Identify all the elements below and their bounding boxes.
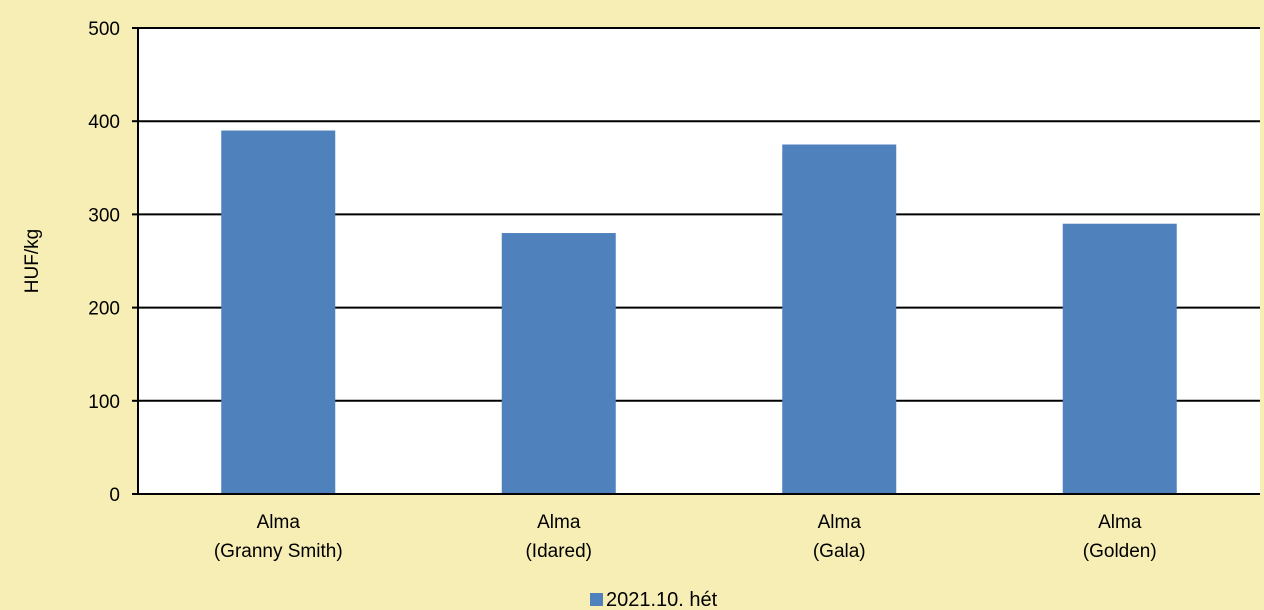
legend-swatch xyxy=(590,593,603,606)
legend-label: 2021.10. hét xyxy=(606,589,718,610)
x-category-label: Alma xyxy=(818,512,862,533)
y-tick-label: 500 xyxy=(88,19,120,40)
x-category-labels: Alma (Granny Smith) Alma (Idared) Alma (Gala)… xyxy=(214,512,1157,562)
bar-series xyxy=(221,130,1177,495)
bar xyxy=(1062,223,1177,494)
y-tick-label: 0 xyxy=(109,485,120,506)
bar xyxy=(221,130,336,494)
x-category-label: (Idared) xyxy=(525,541,592,562)
x-category-label: (Granny Smith) xyxy=(214,541,343,562)
y-tick-label: 300 xyxy=(88,205,120,226)
x-category-label: Alma xyxy=(537,512,581,533)
y-axis-title: HUF/kg xyxy=(22,229,43,293)
x-category-label: (Gala) xyxy=(813,541,866,562)
axes xyxy=(132,28,1260,495)
legend: 2021.10. hét xyxy=(590,589,718,610)
y-tick-label: 100 xyxy=(88,392,120,413)
bar xyxy=(501,233,616,495)
y-tick-labels: 0 100 200 300 400 500 xyxy=(88,19,120,506)
x-category-label: Alma xyxy=(1098,512,1142,533)
bar xyxy=(782,144,897,494)
x-category-label: (Golden) xyxy=(1083,541,1157,562)
y-tick-label: 200 xyxy=(88,299,120,320)
y-tick-label: 400 xyxy=(88,112,120,133)
x-category-label: Alma xyxy=(257,512,301,533)
